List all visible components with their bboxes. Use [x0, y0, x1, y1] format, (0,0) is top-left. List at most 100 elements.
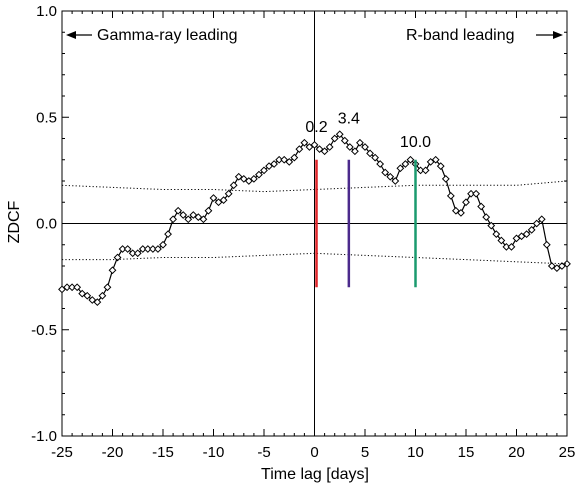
zdcf-data-point	[457, 208, 465, 217]
zdcf-data-point	[532, 219, 541, 228]
zdcf-data-point	[371, 153, 380, 162]
zdcf-data-point	[401, 160, 410, 168]
axis-ticks	[61, 10, 568, 437]
zdcf-data-point	[547, 262, 556, 270]
zdcf-data-point	[260, 166, 268, 175]
y-tick-label: -1.0	[31, 428, 57, 445]
zdcf-data-point	[441, 174, 450, 183]
x-tick-label: 20	[508, 444, 525, 461]
zdcf-data-point	[406, 155, 415, 164]
zdcf-data-point	[305, 143, 314, 151]
zdcf-data-point	[159, 240, 167, 249]
zdcf-data-point	[270, 160, 279, 168]
zdcf-data-point	[164, 230, 172, 239]
zdcf-data-point	[497, 236, 506, 245]
x-axis-title: Time lag [days]	[261, 466, 369, 483]
zdcf-data-point	[492, 230, 501, 239]
zdcf-data-point	[108, 266, 117, 275]
zdcf-data-point	[285, 157, 294, 166]
zdcf-data-point	[204, 206, 213, 215]
x-tick-label: -25	[51, 444, 73, 461]
zdcf-data-point	[123, 245, 132, 253]
zdcf-data-point	[73, 283, 82, 292]
zdcf-data-point	[366, 149, 374, 158]
zdcf-data-point	[361, 143, 369, 151]
zdcf-data-point	[93, 298, 102, 307]
zdcf-data-point	[552, 264, 561, 273]
zdcf-data-point	[133, 249, 142, 258]
zdcf-data-point	[179, 211, 188, 219]
zdcf-data-point	[295, 145, 304, 154]
lag-marker-label: 10.0	[400, 134, 431, 151]
y-tick-label: 1.0	[36, 3, 57, 20]
zdcf-data-point	[320, 147, 329, 156]
zdcf-data-point	[184, 215, 193, 224]
zdcf-data-point	[487, 221, 496, 230]
zdcf-data-point	[239, 174, 248, 183]
x-tick-label: 10	[407, 444, 424, 461]
zdcf-data-point	[83, 291, 92, 300]
zdcf-data-point	[356, 138, 364, 147]
zdcf-data-point	[194, 213, 203, 222]
zdcf-data-point	[381, 168, 390, 177]
zdcf-data-point	[502, 242, 511, 251]
zdcf-data-point	[391, 177, 400, 185]
zdcf-data-point	[214, 198, 223, 207]
r-band-leading-annotation: R-band leading	[406, 27, 515, 44]
zdcf-data-point	[563, 259, 571, 268]
zdcf-data-point	[138, 245, 147, 253]
zdcf-data-point	[244, 177, 253, 185]
lag-marker-label: 3.4	[338, 111, 360, 128]
x-tick-label: 5	[361, 444, 369, 461]
zdcf-data-point	[118, 245, 127, 253]
zdcf-data-point	[416, 166, 425, 175]
zdcf-data-point	[310, 140, 319, 149]
zdcf-data-point	[482, 213, 491, 222]
zdcf-data-point	[386, 172, 395, 181]
zdcf-data-point	[290, 153, 299, 162]
zdcf-data-point	[462, 198, 470, 207]
zdcf-data-point	[472, 189, 481, 198]
zdcf-data-point	[219, 196, 228, 205]
zdcf-data-point	[98, 291, 107, 300]
zdcf-data-point	[396, 164, 405, 173]
zdcf-data-point	[507, 242, 516, 251]
zdcf-data-point	[58, 285, 66, 294]
x-tick-label: 25	[559, 444, 576, 461]
zdcf-data-point	[421, 166, 430, 175]
zdcf-data-point	[148, 245, 157, 253]
lower-confidence-band	[62, 252, 568, 265]
zdcf-data-point	[330, 134, 339, 143]
x-tick-label: -15	[152, 444, 174, 461]
y-axis-title: ZDCF	[6, 200, 23, 243]
x-tick-label: -5	[257, 444, 270, 461]
zdcf-data-point	[265, 162, 273, 171]
zdcf-data-point	[174, 206, 183, 215]
upper-confidence-band	[61, 180, 568, 193]
y-tick-label: 0.0	[36, 216, 57, 233]
zdcf-data-point	[325, 143, 334, 151]
zdcf-data-point	[537, 215, 546, 224]
zdcf-data-point	[426, 157, 435, 166]
zdcf-data-point	[340, 136, 349, 145]
x-tick-label: -10	[203, 444, 225, 461]
zdcf-data-point	[451, 206, 460, 215]
y-tick-label: -0.5	[31, 322, 57, 339]
data-marks	[58, 130, 571, 307]
zdcf-data-point	[189, 211, 198, 219]
zdcf-data-point	[234, 172, 243, 181]
zdcf-data-point	[477, 202, 486, 211]
left-arrow-icon	[66, 31, 92, 39]
zdcf-data-point	[517, 232, 526, 241]
zdcf-data-point	[542, 240, 551, 249]
zdcf-data-point	[249, 174, 258, 183]
zdcf-data-point	[275, 155, 284, 164]
right-arrow-icon	[536, 31, 563, 39]
zdcf-data-point	[154, 245, 162, 253]
zdcf-data-point	[315, 145, 324, 154]
zdcf-data-point	[68, 283, 77, 292]
zdcf-data-point	[280, 155, 289, 164]
zdcf-data-point	[255, 170, 263, 179]
zdcf-data-point	[522, 230, 531, 239]
